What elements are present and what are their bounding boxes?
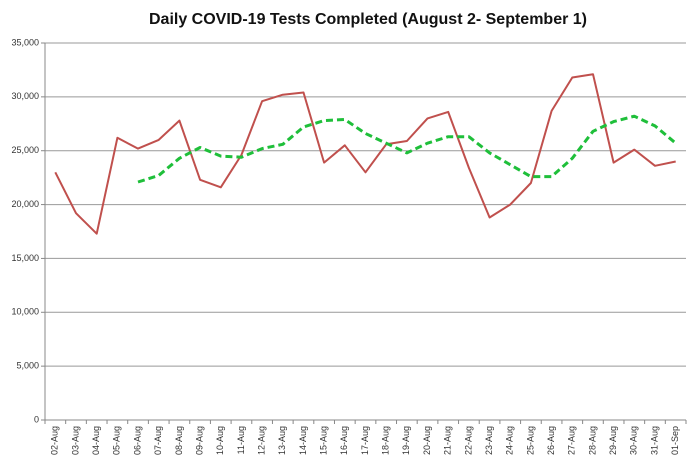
x-tick-label: 20-Aug [422, 426, 432, 455]
chart-title: Daily COVID-19 Tests Completed (August 2… [149, 11, 587, 28]
x-tick-label: 12-Aug [256, 426, 266, 455]
x-tick-label: 13-Aug [277, 426, 287, 455]
x-tick-label: 22-Aug [463, 426, 473, 455]
x-tick-label: 16-Aug [339, 426, 349, 455]
x-tick-label: 14-Aug [298, 426, 308, 455]
x-tick-label: 23-Aug [484, 426, 494, 455]
x-tick-label: 01-Sep [670, 426, 680, 455]
x-tick-label: 28-Aug [587, 426, 597, 455]
x-tick-label: 31-Aug [649, 426, 659, 455]
y-tick-label: 15,000 [11, 253, 39, 263]
x-tick-label: 26-Aug [546, 426, 556, 455]
x-tick-label: 15-Aug [319, 426, 329, 455]
y-tick-label: 5,000 [16, 361, 39, 371]
x-tick-label: 09-Aug [194, 426, 204, 455]
x-tick-label: 11-Aug [236, 426, 246, 454]
x-tick-label: 30-Aug [629, 426, 639, 455]
y-tick-label: 25,000 [11, 145, 39, 155]
y-tick-label: 30,000 [11, 91, 39, 101]
y-tick-label: 0 [34, 414, 39, 424]
x-tick-label: 27-Aug [567, 426, 577, 455]
x-tick-label: 21-Aug [443, 426, 453, 455]
x-tick-label: 05-Aug [112, 426, 122, 455]
x-tick-label: 24-Aug [505, 426, 515, 455]
x-tick-label: 17-Aug [360, 426, 370, 455]
x-tick-label: 29-Aug [608, 426, 618, 455]
x-tick-label: 19-Aug [401, 426, 411, 455]
x-tick-label: 02-Aug [50, 426, 60, 455]
y-tick-label: 10,000 [11, 307, 39, 317]
x-tick-label: 08-Aug [174, 426, 184, 455]
x-tick-label: 18-Aug [381, 426, 391, 455]
y-tick-label: 20,000 [11, 199, 39, 209]
x-tick-label: 25-Aug [525, 426, 535, 455]
series-line [137, 114, 677, 184]
x-tick-label: 04-Aug [91, 426, 101, 455]
x-tick-label: 03-Aug [70, 426, 80, 455]
x-tick-label: 07-Aug [153, 426, 163, 455]
x-tick-label: 10-Aug [215, 426, 225, 455]
y-tick-label: 35,000 [11, 37, 39, 47]
x-tick-label: 06-Aug [132, 426, 142, 455]
series-line [54, 73, 676, 235]
